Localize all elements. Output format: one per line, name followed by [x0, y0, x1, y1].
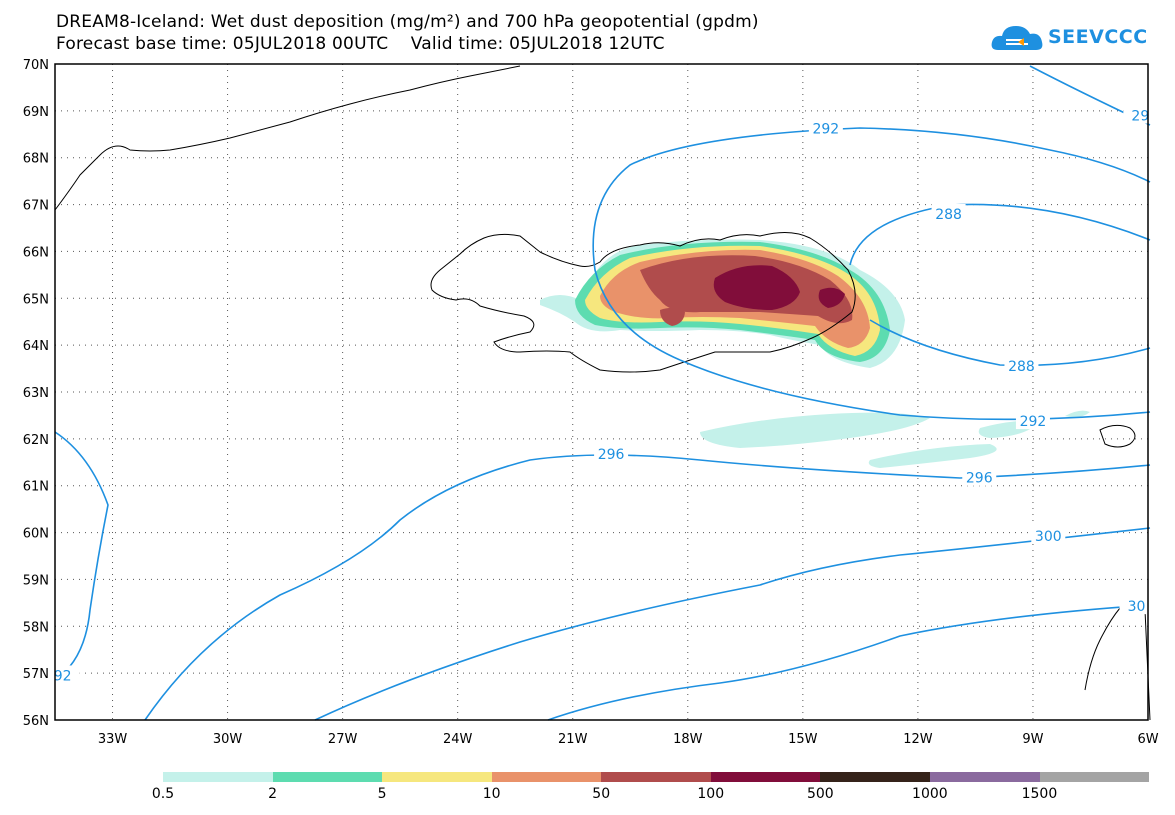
- legend-label: 50: [592, 786, 611, 802]
- contour-label-bg: [962, 467, 997, 486]
- lat-label: 68N: [23, 152, 49, 167]
- lon-label: 15W: [788, 732, 818, 747]
- contour-292-north: [592, 127, 1151, 361]
- legend-label: 10: [482, 786, 501, 802]
- dust-deposition-field: [540, 239, 1090, 468]
- dust-area-50-west: [660, 307, 685, 326]
- legend-label: 0.5: [151, 786, 175, 802]
- scotland-coastline: [1084, 604, 1151, 721]
- contour-label: 292: [1020, 414, 1047, 430]
- axis-labels: 70N 69N 68N 67N 66N 65N 64N 63N 62N 61N 60N 59N 58N 5…: [23, 58, 1159, 747]
- lat-label: 70N: [23, 58, 49, 73]
- legend-swatch: [710, 772, 821, 782]
- contour-label: 296: [966, 471, 993, 487]
- legend-swatch: [382, 772, 492, 782]
- contour-label: 292: [812, 122, 839, 138]
- contour-label: 288: [1008, 359, 1035, 375]
- contour-label-bg: [1119, 596, 1154, 615]
- lat-label: 63N: [23, 386, 49, 401]
- lon-label: 9W: [1022, 732, 1043, 747]
- lon-label: 27W: [328, 732, 358, 747]
- lon-label: 6W: [1137, 732, 1158, 747]
- lat-label: 60N: [23, 527, 49, 542]
- contour-label: 300: [1035, 529, 1062, 545]
- contour-label: 296: [598, 447, 625, 463]
- lon-label: 33W: [98, 732, 128, 747]
- legend-label: 5: [377, 786, 387, 802]
- contour-label: 288: [935, 207, 962, 223]
- legend-label: 2: [268, 786, 278, 802]
- contour-288-south: [869, 319, 1151, 367]
- dust-area-0.5-south-a: [700, 412, 930, 448]
- contour-292-south: [679, 359, 1151, 421]
- contour-label-bg: [808, 118, 843, 137]
- lon-label: 18W: [673, 732, 703, 747]
- legend-swatch: [491, 772, 602, 782]
- lat-label: 66N: [23, 245, 49, 260]
- contour-label-bg: [45, 665, 80, 684]
- contour-label-bg: [594, 443, 629, 462]
- legend-label: 1000: [912, 786, 948, 802]
- contour-label-bg: [1123, 105, 1158, 124]
- lat-label: 67N: [23, 199, 49, 214]
- lon-label: 24W: [443, 732, 473, 747]
- lat-label: 61N: [23, 480, 49, 495]
- contour-304: [547, 604, 1151, 721]
- lon-label: 21W: [558, 732, 588, 747]
- geopotential-contours: [54, 65, 1151, 721]
- legend-label: 1500: [1021, 786, 1058, 802]
- lat-label: 69N: [23, 105, 49, 120]
- legend-swatch: [820, 772, 930, 782]
- contour-label: 30: [1128, 599, 1146, 615]
- map-plot: 292 29 288 288 292 296 296 300 30 92 70N 69N 68N 67N…: [23, 58, 1159, 747]
- lon-label: 12W: [903, 732, 933, 747]
- legend-label: 100: [697, 786, 725, 802]
- lat-label: 64N: [23, 339, 49, 354]
- map-subtitle: Forecast base time: 05JUL2018 00UTC Vali…: [56, 34, 665, 54]
- legend-swatch: [272, 772, 383, 782]
- map-title: DREAM8-Iceland: Wet dust deposition (mg/…: [56, 12, 759, 32]
- iceland-coastline: [430, 232, 856, 373]
- greenland-coastline: [54, 65, 521, 211]
- contour-label: 29: [1131, 109, 1149, 125]
- contour-label-bg: [1031, 525, 1066, 544]
- lat-label: 57N: [23, 667, 49, 682]
- contour-label: 92: [54, 668, 72, 684]
- cloud-icon: [991, 26, 1043, 50]
- lat-label: 62N: [23, 433, 49, 448]
- legend-label: 500: [806, 786, 834, 802]
- legend-swatch: [1039, 772, 1150, 782]
- lat-label: 56N: [23, 714, 49, 729]
- legend-swatch: [601, 772, 711, 782]
- color-legend: [163, 772, 1150, 782]
- lat-label: 58N: [23, 620, 49, 635]
- dust-area-100-east: [818, 287, 845, 308]
- map-frame: [54, 63, 1149, 721]
- contour-292-west: [54, 431, 109, 681]
- legend-swatch: [163, 772, 273, 782]
- legend-swatch: [929, 772, 1040, 782]
- lat-label: 65N: [23, 292, 49, 307]
- contour-label-bg: [1004, 356, 1039, 375]
- dust-area-100: [713, 265, 800, 310]
- contour-label-bg: [1015, 411, 1050, 430]
- dust-area-0.5-south-b: [868, 444, 997, 468]
- contour-label-bg: [931, 203, 966, 222]
- contour-300: [314, 527, 1151, 721]
- logo-text: SEEVCCC: [1048, 26, 1148, 48]
- lon-label: 30W: [213, 732, 243, 747]
- contour-296: [144, 454, 1151, 721]
- dust-area-0.5-south-d: [1065, 410, 1090, 418]
- contour-288: [849, 203, 1151, 266]
- faroe-shetland-coastline: [1099, 424, 1136, 448]
- lat-label: 59N: [23, 573, 49, 588]
- contour-labels: 292 29 288 288 292 296 296 300 30 92: [45, 105, 1158, 684]
